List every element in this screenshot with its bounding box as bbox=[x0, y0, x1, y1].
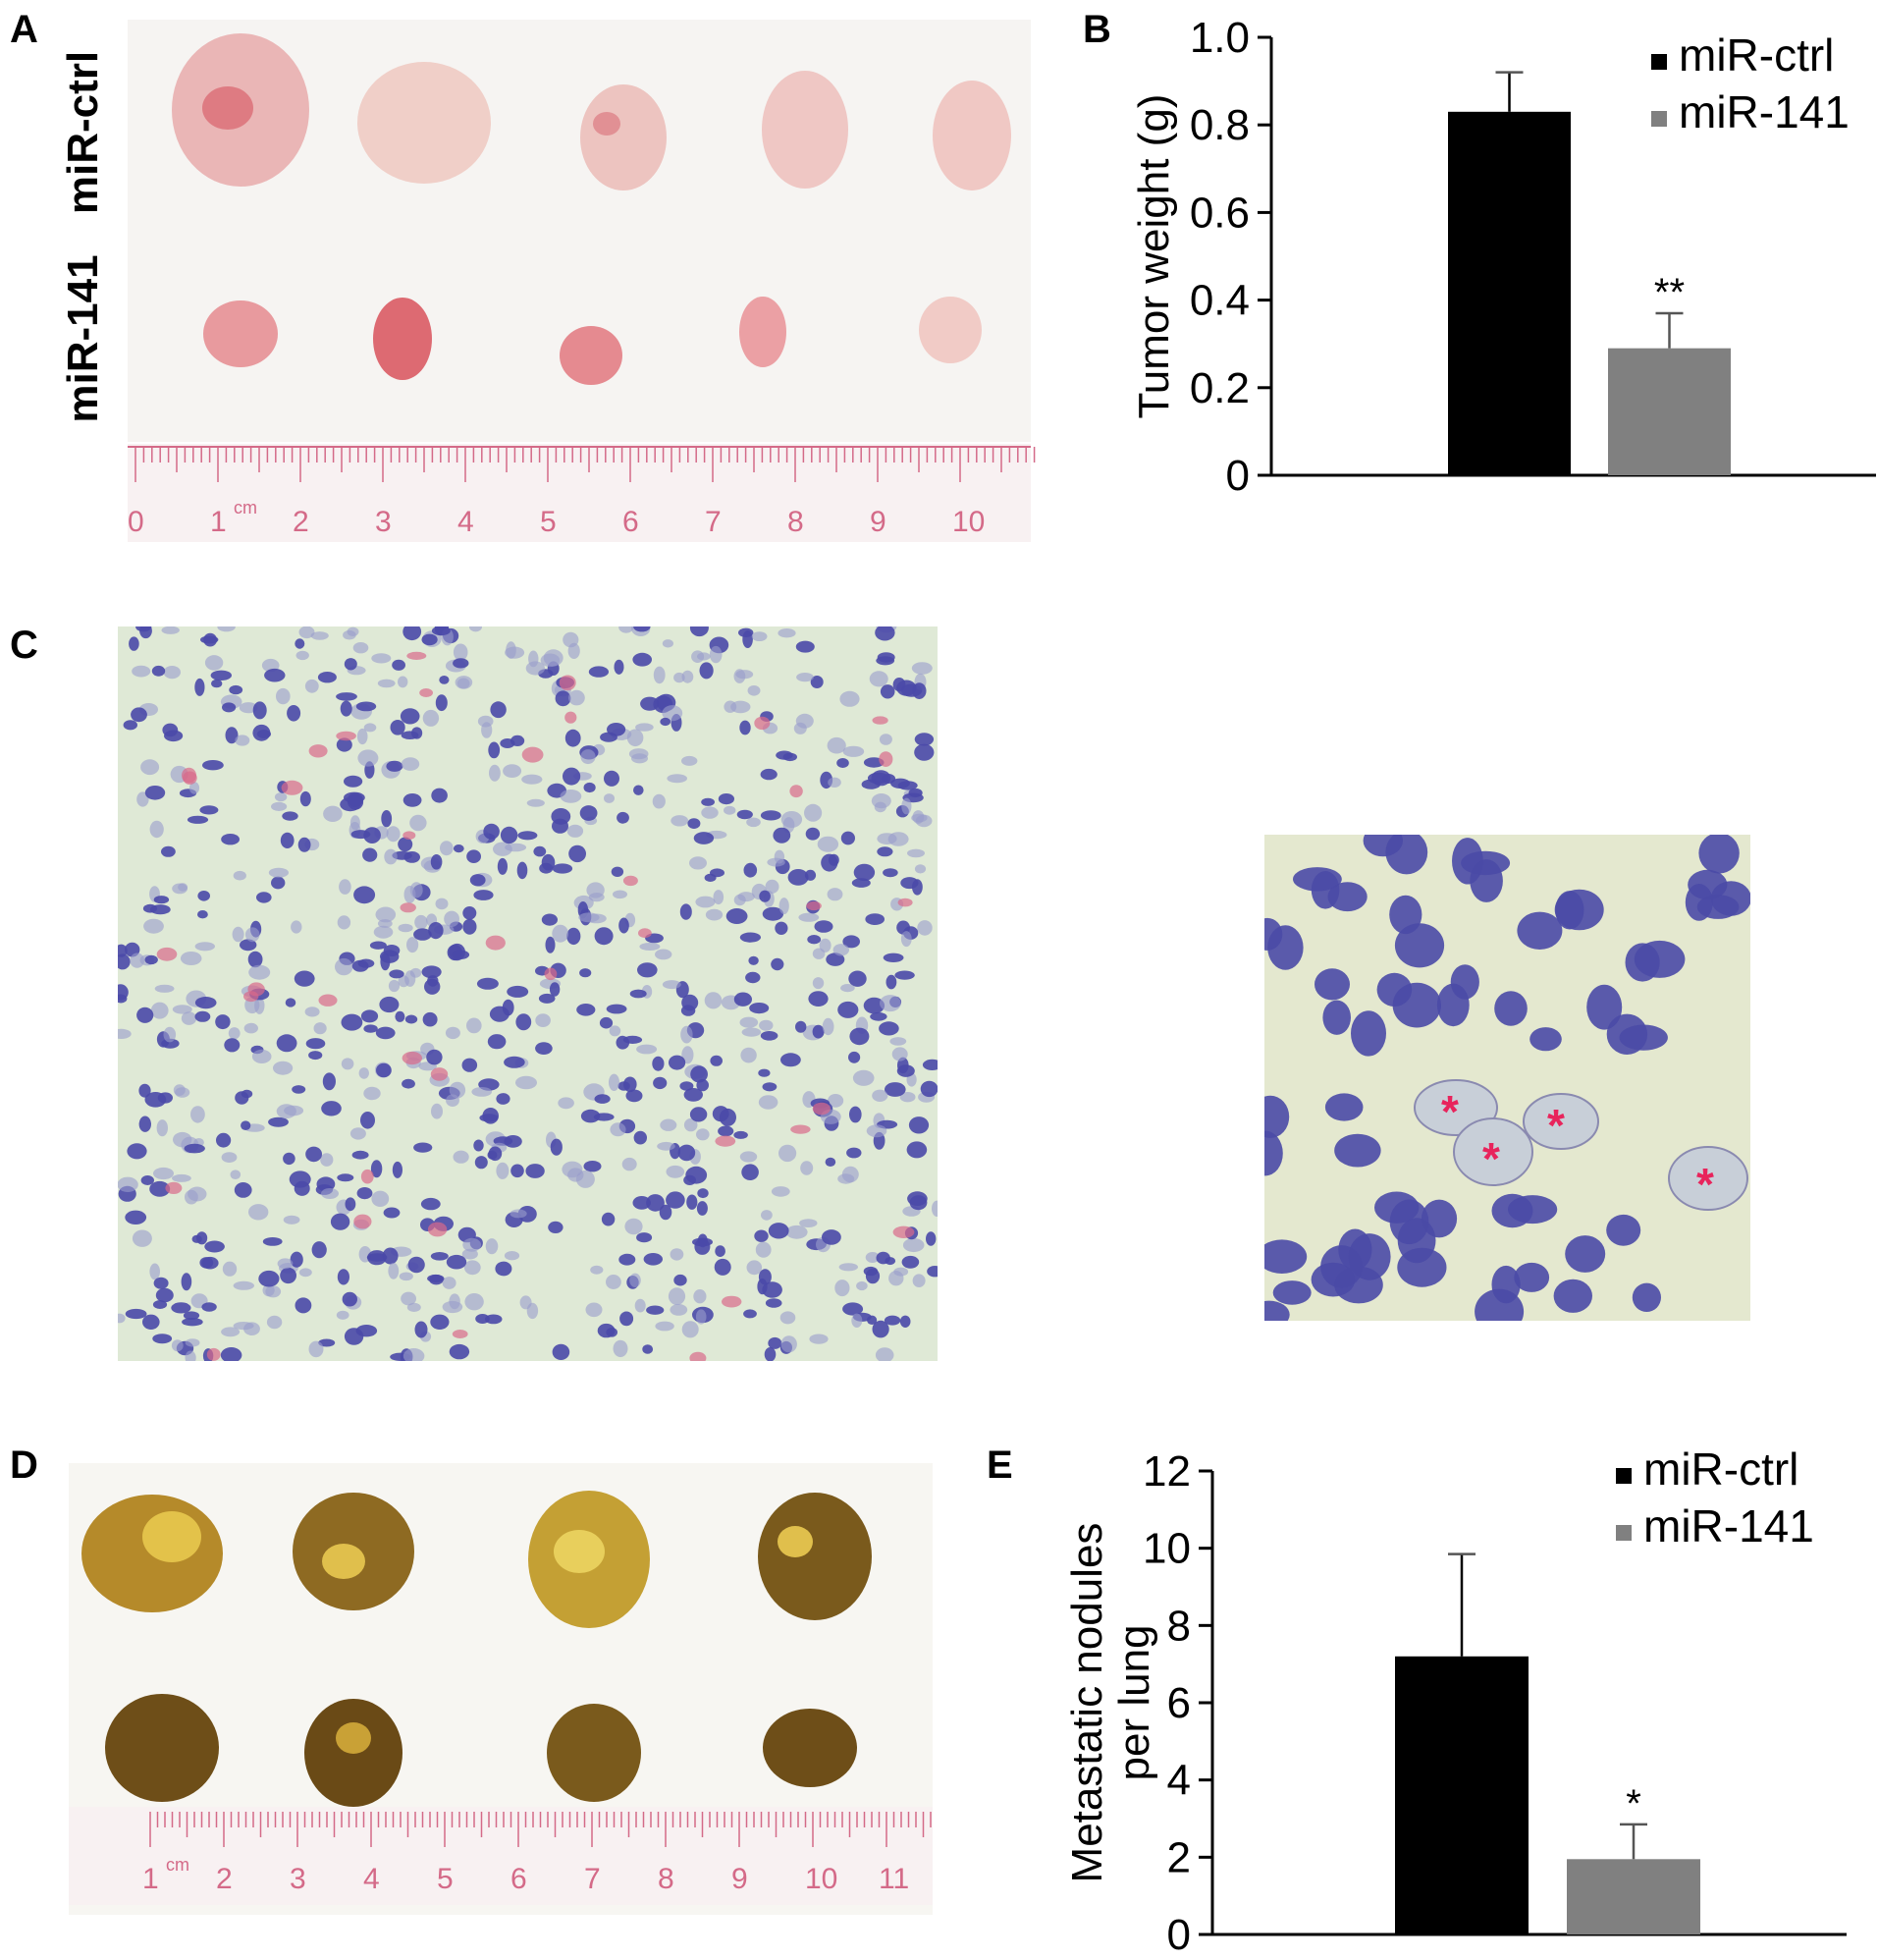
ruler-unit: cm bbox=[234, 498, 257, 517]
legend-label: miR-ctrl bbox=[1679, 29, 1834, 81]
y-tick-label: 0.6 bbox=[1190, 189, 1250, 237]
significance-marker: ** bbox=[1654, 271, 1685, 314]
asterisk-marker: * bbox=[1696, 1159, 1714, 1210]
ruler-number: 1 bbox=[210, 506, 227, 538]
asterisk-marker: * bbox=[1482, 1133, 1500, 1184]
ruler-number: 3 bbox=[290, 1863, 306, 1895]
legend-label: miR-141 bbox=[1643, 1500, 1814, 1552]
ruler-number: 1 bbox=[142, 1863, 159, 1895]
ruler-number: 4 bbox=[363, 1863, 380, 1895]
y-tick-label: 10 bbox=[1143, 1525, 1191, 1573]
panel-label-c: C bbox=[10, 624, 38, 667]
y-tick-label: 2 bbox=[1167, 1833, 1191, 1881]
row-label-ctrl: miR-ctrl bbox=[59, 50, 107, 215]
bar-mir-ctrl bbox=[1448, 111, 1571, 475]
y-tick-label: 4 bbox=[1167, 1757, 1191, 1805]
bar-mir-141 bbox=[1567, 1859, 1700, 1934]
legend-swatch bbox=[1616, 1468, 1632, 1484]
y-tick-label: 0 bbox=[1226, 452, 1250, 491]
legend-swatch bbox=[1651, 54, 1667, 70]
lung-photo bbox=[69, 1463, 933, 1915]
y-tick-label: 0 bbox=[1167, 1911, 1191, 1959]
lung-row-ctrl bbox=[81, 1491, 872, 1628]
tumor-photo bbox=[128, 20, 1036, 542]
y-tick-label: 0.2 bbox=[1190, 364, 1250, 412]
ruler-number: 3 bbox=[375, 506, 392, 538]
legend-label: miR-ctrl bbox=[1643, 1443, 1798, 1495]
ruler-number: 2 bbox=[293, 506, 309, 538]
ruler-number: 2 bbox=[216, 1863, 233, 1895]
ruler-number: 0 bbox=[128, 506, 144, 538]
y-axis-label: Tumor weight (g) bbox=[1130, 94, 1178, 419]
metastatic-nodules-chart: 0 2 4 6 8 10 12 Metastatic nodules per lung * miR-… bbox=[1063, 1443, 1847, 1959]
bar-mir-ctrl bbox=[1395, 1656, 1529, 1934]
asterisk-marker: * bbox=[1441, 1086, 1459, 1137]
ruler-number: 9 bbox=[731, 1863, 748, 1895]
ruler-unit: cm bbox=[166, 1855, 189, 1875]
ruler-number: 10 bbox=[805, 1863, 838, 1895]
y-tick-label: 0.8 bbox=[1190, 101, 1250, 149]
ruler-number: 7 bbox=[584, 1863, 601, 1895]
ruler-number: 4 bbox=[457, 506, 474, 538]
y-axis-label: Metastatic nodules bbox=[1063, 1523, 1111, 1883]
ruler-number: 5 bbox=[540, 506, 557, 538]
legend-swatch bbox=[1616, 1525, 1632, 1541]
y-axis-label: per lung bbox=[1110, 1624, 1158, 1780]
tumor-row-mir141 bbox=[203, 297, 982, 385]
asterisk-marker: * bbox=[1547, 1100, 1565, 1151]
panel-label-a: A bbox=[10, 8, 38, 51]
y-tick-label: 12 bbox=[1143, 1447, 1191, 1496]
ruler-number: 7 bbox=[705, 506, 722, 538]
ruler-number: 9 bbox=[870, 506, 886, 538]
tumor-row-ctrl bbox=[172, 33, 1011, 191]
ruler-number: 10 bbox=[952, 506, 986, 538]
legend-swatch bbox=[1651, 111, 1667, 127]
ruler-number: 6 bbox=[510, 1863, 527, 1895]
lung-row-mir141 bbox=[105, 1694, 857, 1807]
panel-label-e: E bbox=[987, 1443, 1013, 1487]
histology-image-large bbox=[118, 626, 938, 1361]
panel-label-d: D bbox=[10, 1443, 38, 1487]
bar-mir-141 bbox=[1608, 348, 1731, 475]
y-tick-label: 8 bbox=[1167, 1602, 1191, 1650]
ruler-number: 11 bbox=[879, 1863, 910, 1895]
ruler-number: 5 bbox=[437, 1863, 454, 1895]
ruler-number: 8 bbox=[787, 506, 804, 538]
row-label-mir141: miR-141 bbox=[59, 254, 107, 423]
histology-image-zoom: * * * * bbox=[1264, 835, 1750, 1321]
legend-label: miR-141 bbox=[1679, 86, 1850, 137]
y-tick-label: 0.4 bbox=[1190, 277, 1250, 325]
cell-group-marked bbox=[1414, 1079, 1748, 1211]
ruler-number: 6 bbox=[622, 506, 639, 538]
ruler-number: 8 bbox=[658, 1863, 674, 1895]
significance-marker: * bbox=[1626, 1782, 1641, 1825]
panel-label-b: B bbox=[1083, 8, 1111, 51]
y-tick-label: 1.0 bbox=[1190, 14, 1250, 62]
y-tick-label: 6 bbox=[1167, 1679, 1191, 1727]
